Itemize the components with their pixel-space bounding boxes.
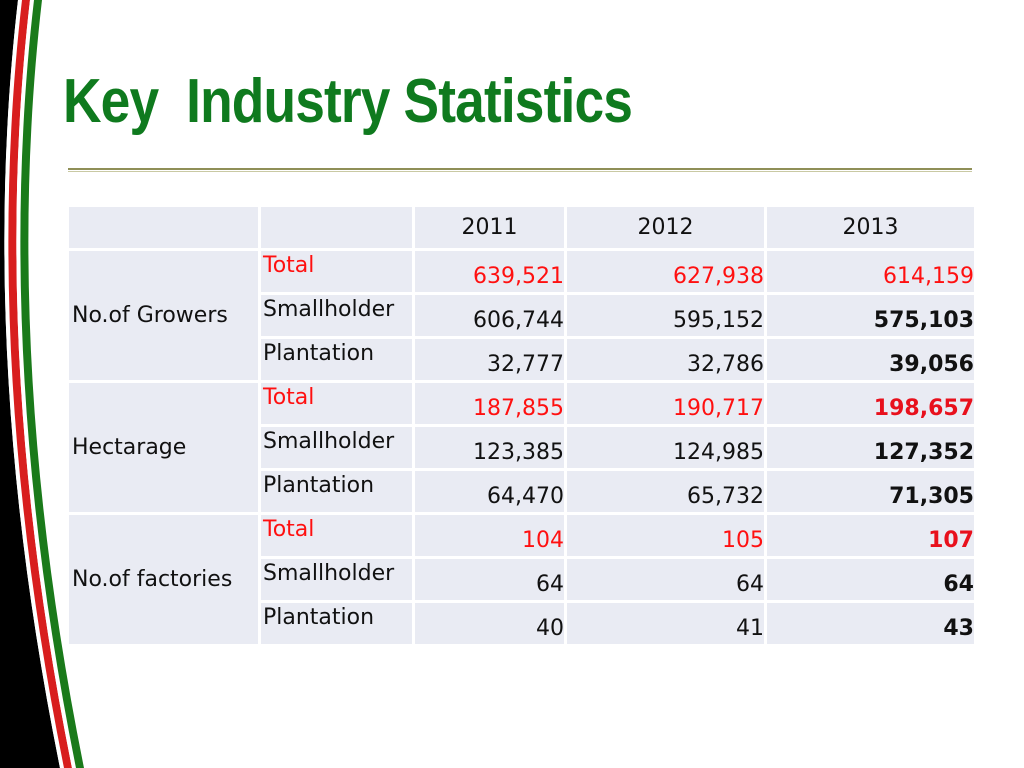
year-header: 2013 [764, 204, 977, 251]
table-cell: 123,385 [412, 424, 567, 471]
category-growers: No.of Growers [66, 248, 261, 383]
table-cell: 104 [412, 512, 567, 559]
category-hectarage: Hectarage [66, 380, 261, 515]
table-cell: 65,732 [564, 468, 767, 515]
title-divider [68, 168, 972, 170]
table-cell: 40 [412, 600, 567, 647]
header-empty-subcategory [258, 204, 415, 251]
row-label-total: Total [258, 380, 415, 427]
table-row: Smallholder 606,744 595,152 575,103 [68, 292, 977, 339]
table-cell: 127,352 [764, 424, 977, 471]
statistics-table: 2011 2012 2013 No.of Growers Total 639,5… [66, 204, 977, 647]
table-cell: 43 [764, 600, 977, 647]
table-cell: 71,305 [764, 468, 977, 515]
table-cell: 595,152 [564, 292, 767, 339]
row-label-plantation: Plantation [258, 600, 415, 647]
table-cell: 105 [564, 512, 767, 559]
table-row: Plantation 64,470 65,732 71,305 [68, 468, 977, 515]
table-cell: 64,470 [412, 468, 567, 515]
table-row: No.of Growers Total 639,521 627,938 614,… [66, 248, 977, 383]
table-cell: 32,777 [412, 336, 567, 383]
row-label-plantation: Plantation [258, 336, 415, 383]
year-header: 2012 [564, 204, 767, 251]
table-cell: 64 [564, 556, 767, 603]
row-label-total: Total [258, 512, 415, 559]
table-cell: 107 [764, 512, 977, 559]
row-label-smallholder: Smallholder [258, 556, 415, 603]
table-cell: 124,985 [564, 424, 767, 471]
row-label-plantation: Plantation [258, 468, 415, 515]
table-cell: 198,657 [764, 380, 977, 427]
table-row: Smallholder 123,385 124,985 127,352 [68, 424, 977, 471]
page-title: Key Industry Statistics [63, 67, 633, 136]
table-cell: 64 [412, 556, 567, 603]
row-label-total: Total [258, 248, 415, 295]
table-cell: 64 [764, 556, 977, 603]
table-cell: 575,103 [764, 292, 977, 339]
table-cell: 606,744 [412, 292, 567, 339]
header-empty-category [66, 204, 261, 251]
table-cell: 32,786 [564, 336, 767, 383]
table-cell: 187,855 [412, 380, 567, 427]
category-factories: No.of factories [66, 512, 261, 647]
row-label-smallholder: Smallholder [258, 292, 415, 339]
table-cell: 41 [564, 600, 767, 647]
table-row: Smallholder 64 64 64 [68, 556, 977, 603]
header-row: 2011 2012 2013 [66, 204, 977, 251]
table-cell: 627,938 [564, 248, 767, 295]
table-row: Plantation 32,777 32,786 39,056 [68, 336, 977, 383]
table-cell: 39,056 [764, 336, 977, 383]
table-cell: 639,521 [412, 248, 567, 295]
year-header: 2011 [412, 204, 567, 251]
table-row: No.of factories Total 104 105 107 [66, 512, 977, 647]
table-cell: 190,717 [564, 380, 767, 427]
table-row: Plantation 40 41 43 [68, 600, 977, 647]
table-cell: 614,159 [764, 248, 977, 295]
table-row: Hectarage Total 187,855 190,717 198,657 [66, 380, 977, 515]
title-divider-shadow [68, 171, 972, 172]
row-label-smallholder: Smallholder [258, 424, 415, 471]
decorative-stripes [0, 0, 84, 768]
